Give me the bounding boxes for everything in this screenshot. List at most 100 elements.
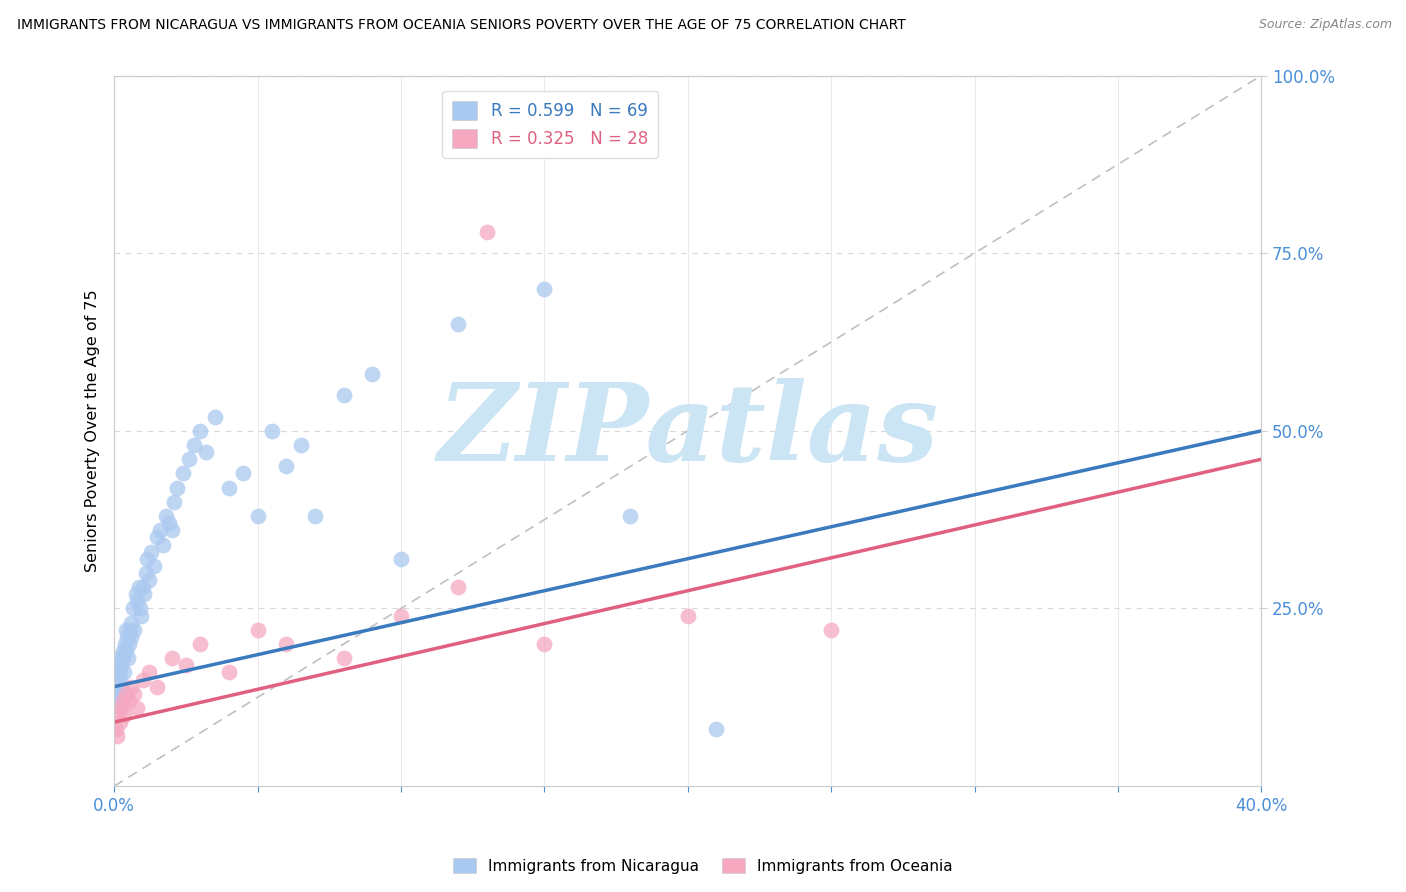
- Point: [117, 637, 139, 651]
- Y-axis label: Seniors Poverty Over the Age of 75: Seniors Poverty Over the Age of 75: [86, 290, 100, 572]
- Point: [108, 673, 131, 687]
- Point: [820, 623, 842, 637]
- Point: [475, 225, 498, 239]
- Point: [129, 601, 152, 615]
- Point: [112, 644, 135, 658]
- Point: [188, 424, 211, 438]
- Point: [121, 601, 143, 615]
- Point: [332, 388, 354, 402]
- Point: [134, 587, 156, 601]
- Point: [177, 452, 200, 467]
- Point: [188, 637, 211, 651]
- Point: [111, 651, 134, 665]
- Point: [146, 680, 169, 694]
- Legend: Immigrants from Nicaragua, Immigrants from Oceania: Immigrants from Nicaragua, Immigrants fr…: [447, 852, 959, 880]
- Point: [105, 673, 128, 687]
- Point: [105, 665, 128, 680]
- Point: [120, 615, 142, 630]
- Point: [138, 665, 160, 680]
- Point: [107, 673, 129, 687]
- Point: [155, 509, 177, 524]
- Point: [131, 608, 153, 623]
- Point: [447, 317, 470, 331]
- Point: [105, 687, 128, 701]
- Point: [332, 651, 354, 665]
- Point: [533, 282, 555, 296]
- Point: [112, 665, 135, 680]
- Legend: R = 0.599   N = 69, R = 0.325   N = 28: R = 0.599 N = 69, R = 0.325 N = 28: [443, 91, 658, 158]
- Point: [117, 651, 139, 665]
- Text: ZIPatlas: ZIPatlas: [437, 378, 938, 483]
- Point: [194, 445, 217, 459]
- Point: [304, 509, 326, 524]
- Point: [290, 438, 312, 452]
- Point: [115, 630, 138, 644]
- Point: [111, 694, 134, 708]
- Point: [110, 665, 132, 680]
- Point: [104, 723, 127, 737]
- Point: [389, 551, 412, 566]
- Point: [115, 623, 138, 637]
- Point: [172, 467, 194, 481]
- Point: [112, 708, 135, 723]
- Point: [166, 481, 188, 495]
- Point: [122, 623, 145, 637]
- Point: [108, 715, 131, 730]
- Point: [152, 537, 174, 551]
- Point: [117, 694, 139, 708]
- Point: [146, 530, 169, 544]
- Point: [135, 566, 157, 580]
- Point: [107, 694, 129, 708]
- Point: [204, 409, 226, 424]
- Point: [533, 637, 555, 651]
- Point: [232, 467, 254, 481]
- Point: [127, 701, 149, 715]
- Point: [149, 524, 172, 538]
- Point: [246, 623, 269, 637]
- Point: [174, 658, 197, 673]
- Text: IMMIGRANTS FROM NICARAGUA VS IMMIGRANTS FROM OCEANIA SENIORS POVERTY OVER THE AG: IMMIGRANTS FROM NICARAGUA VS IMMIGRANTS …: [17, 18, 905, 32]
- Point: [127, 594, 149, 608]
- Point: [218, 665, 240, 680]
- Point: [110, 658, 132, 673]
- Point: [110, 701, 132, 715]
- Point: [107, 708, 129, 723]
- Point: [114, 637, 136, 651]
- Point: [118, 623, 141, 637]
- Point: [676, 608, 699, 623]
- Point: [128, 580, 150, 594]
- Point: [107, 687, 129, 701]
- Point: [361, 367, 384, 381]
- Point: [125, 587, 148, 601]
- Point: [160, 524, 183, 538]
- Point: [122, 687, 145, 701]
- Point: [108, 651, 131, 665]
- Point: [276, 637, 298, 651]
- Point: [105, 680, 128, 694]
- Point: [120, 680, 142, 694]
- Point: [104, 680, 127, 694]
- Point: [114, 687, 136, 701]
- Point: [104, 694, 127, 708]
- Point: [132, 580, 155, 594]
- Point: [619, 509, 641, 524]
- Point: [276, 459, 298, 474]
- Point: [141, 544, 163, 558]
- Point: [706, 723, 728, 737]
- Point: [111, 680, 134, 694]
- Point: [389, 608, 412, 623]
- Point: [120, 630, 142, 644]
- Point: [183, 438, 205, 452]
- Point: [143, 558, 166, 573]
- Point: [218, 481, 240, 495]
- Point: [260, 424, 283, 438]
- Point: [107, 658, 129, 673]
- Point: [138, 573, 160, 587]
- Point: [136, 551, 159, 566]
- Text: Source: ZipAtlas.com: Source: ZipAtlas.com: [1258, 18, 1392, 31]
- Point: [160, 651, 183, 665]
- Point: [447, 580, 470, 594]
- Point: [163, 495, 186, 509]
- Point: [132, 673, 155, 687]
- Point: [114, 644, 136, 658]
